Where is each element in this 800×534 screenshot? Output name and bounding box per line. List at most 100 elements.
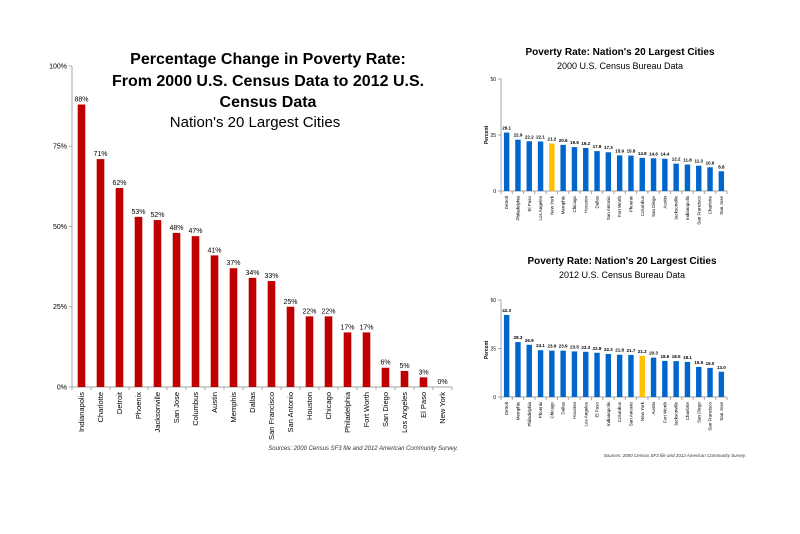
y-tick-label: 50% bbox=[53, 224, 67, 231]
x-tick-label: San Francisco bbox=[708, 402, 713, 431]
x-tick-label: Charlotte bbox=[708, 196, 713, 215]
bar bbox=[286, 306, 295, 387]
data-label: 17% bbox=[340, 324, 354, 331]
data-label: 15.9 bbox=[615, 148, 624, 153]
data-label: 11.8 bbox=[683, 158, 692, 163]
data-label: 13.0 bbox=[717, 365, 726, 370]
x-tick-label: Memphis bbox=[516, 401, 521, 420]
data-label: 14.6 bbox=[649, 151, 658, 156]
bar bbox=[191, 236, 200, 387]
bars: 26.1 Detroit 22.9 Philadelphia 22.2 El Paso 22… bbox=[502, 126, 725, 225]
x-tick-label: Memphis bbox=[229, 392, 238, 423]
data-label: 14.4 bbox=[660, 152, 669, 157]
bar bbox=[515, 139, 521, 191]
bar bbox=[134, 216, 143, 387]
data-label: 23.9 bbox=[547, 344, 556, 349]
data-label: 25% bbox=[283, 299, 297, 306]
data-label: 22.9 bbox=[514, 133, 523, 138]
data-label: 22.8 bbox=[593, 346, 602, 351]
x-tick-label: Philadelphia bbox=[516, 196, 521, 221]
data-label: 37% bbox=[226, 260, 240, 267]
x-tick-label: Fort Worth bbox=[617, 196, 622, 218]
data-label: 48% bbox=[169, 225, 183, 232]
chart-title-line-3: Census Data bbox=[220, 94, 317, 111]
x-tick-label: San Francisco bbox=[267, 392, 276, 440]
bar bbox=[673, 361, 679, 397]
data-label: 8.8 bbox=[718, 164, 725, 169]
data-label: 47% bbox=[188, 228, 202, 235]
data-label: 15.0 bbox=[706, 361, 715, 366]
bar bbox=[684, 361, 691, 397]
bar bbox=[628, 354, 634, 397]
bar bbox=[503, 314, 510, 397]
bar bbox=[718, 171, 725, 191]
x-tick-label: Chicago bbox=[549, 402, 554, 419]
x-tick-label: San Jose bbox=[719, 402, 724, 421]
bar bbox=[594, 352, 600, 397]
x-tick-label: Phoenix bbox=[134, 392, 143, 419]
y-tick-label: 25 bbox=[490, 133, 496, 139]
y-tick-label: 50 bbox=[490, 298, 496, 304]
y-tick-label: 0 bbox=[493, 189, 496, 195]
x-tick-label: San Antonio bbox=[286, 392, 295, 432]
x-tick-label: Jacksonville bbox=[674, 196, 679, 221]
bar bbox=[639, 157, 645, 191]
bar bbox=[605, 152, 612, 191]
data-label: 28.3 bbox=[514, 335, 523, 340]
x-tick-label: Chicago bbox=[324, 392, 333, 420]
data-label: 18.6 bbox=[660, 354, 669, 359]
x-tick-label: Fort Worth bbox=[662, 402, 667, 424]
x-tick-label: Detroit bbox=[504, 195, 509, 209]
x-tick-label: Philadelphia bbox=[527, 402, 532, 427]
bar bbox=[526, 344, 532, 397]
bar bbox=[515, 342, 521, 397]
x-tick-label: El Paso bbox=[527, 196, 532, 212]
chart-title: Poverty Rate: Nation's 20 Largest Cities bbox=[525, 47, 715, 58]
x-tick-label: San Jose bbox=[719, 196, 724, 215]
bar bbox=[707, 367, 713, 397]
y-tick-label: 25% bbox=[53, 304, 67, 311]
data-label: 42.3 bbox=[502, 308, 511, 313]
data-label: 26.1 bbox=[502, 126, 511, 131]
bar bbox=[77, 104, 86, 388]
x-tick-label: Detroit bbox=[504, 401, 509, 415]
x-tick-label: Dallas bbox=[248, 392, 257, 413]
x-tick-label: Charlotte bbox=[685, 402, 690, 421]
y-tick-label: 75% bbox=[53, 144, 67, 151]
data-label: 22.2 bbox=[604, 347, 613, 352]
y-tick-label: 50 bbox=[490, 77, 496, 83]
x-tick-label: Houston bbox=[305, 392, 314, 420]
x-tick-label: Columbus bbox=[640, 195, 645, 216]
x-tick-label: San Diego bbox=[696, 402, 701, 424]
bar bbox=[343, 332, 352, 387]
data-label: 6% bbox=[380, 360, 390, 367]
bar bbox=[707, 167, 713, 191]
chart-title-line-1: Percentage Change in Poverty Rate: bbox=[130, 51, 406, 68]
x-tick-label: Jacksonville bbox=[153, 392, 162, 432]
bar bbox=[305, 316, 314, 387]
bar bbox=[650, 357, 657, 397]
x-tick-label: Austin bbox=[651, 402, 656, 415]
bars: 88% Indianapolis 71% Charlotte 62% Detroit 53%… bbox=[74, 97, 447, 440]
source-note: Sources: 2000 Census SF3 file and 2012 A… bbox=[604, 453, 746, 458]
data-label: 18.1 bbox=[683, 355, 692, 360]
x-tick-label: Houston bbox=[572, 402, 577, 419]
bar bbox=[248, 277, 257, 387]
bar bbox=[673, 163, 679, 191]
chart-title-line-2: From 2000 U.S. Census Data to 2012 U.S. bbox=[112, 73, 424, 90]
bar bbox=[583, 147, 589, 191]
chart-title: Poverty Rate: Nation's 20 Largest Cities bbox=[527, 256, 717, 267]
data-label: 17.8 bbox=[593, 144, 602, 149]
data-label: 14.8 bbox=[638, 151, 647, 156]
bar bbox=[537, 141, 544, 191]
bar bbox=[537, 350, 544, 397]
data-label: 3% bbox=[418, 369, 428, 376]
data-label: 19.2 bbox=[581, 141, 590, 146]
bar bbox=[662, 360, 668, 397]
bar bbox=[549, 350, 555, 397]
y-axis-label: Percent bbox=[484, 340, 490, 359]
bar bbox=[628, 155, 634, 191]
x-tick-label: Dallas bbox=[561, 401, 566, 414]
data-label: 17% bbox=[359, 324, 373, 331]
x-tick-label: New York bbox=[549, 195, 554, 215]
